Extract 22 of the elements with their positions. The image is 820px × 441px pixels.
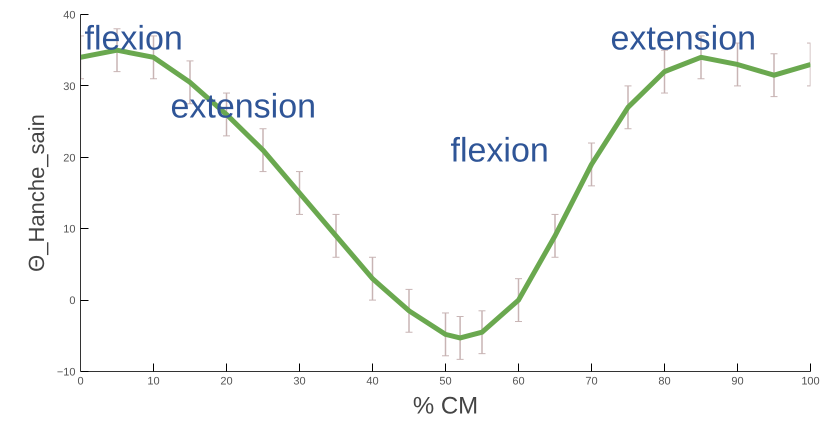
x-tick-label: 30 <box>293 376 306 388</box>
y-tick-label: 10 <box>63 224 76 236</box>
x-tick-label: 20 <box>220 376 233 388</box>
y-axis-title: Θ_Hanche_sain <box>24 114 49 272</box>
x-tick-label: 0 <box>77 376 84 388</box>
x-tick-label: 50 <box>439 376 452 388</box>
annotation: flexion <box>450 132 549 170</box>
x-tick-label: 10 <box>147 376 160 388</box>
x-tick-label: 100 <box>801 376 820 388</box>
x-tick-label: 40 <box>366 376 379 388</box>
x-axis-title: % CM <box>412 392 478 420</box>
y-tick-label: 40 <box>63 10 76 22</box>
annotation: flexion <box>84 20 183 58</box>
y-tick-label: −10 <box>56 366 76 378</box>
y-tick-label: 30 <box>63 80 76 93</box>
annotation: extension <box>610 20 756 58</box>
x-tick-label: 60 <box>512 376 525 388</box>
y-tick-label: 0 <box>69 295 76 308</box>
y-tick-label: 20 <box>63 152 76 164</box>
x-tick-label: 90 <box>731 376 744 388</box>
x-tick-label: 80 <box>658 376 671 388</box>
x-tick-label: 70 <box>585 376 598 388</box>
